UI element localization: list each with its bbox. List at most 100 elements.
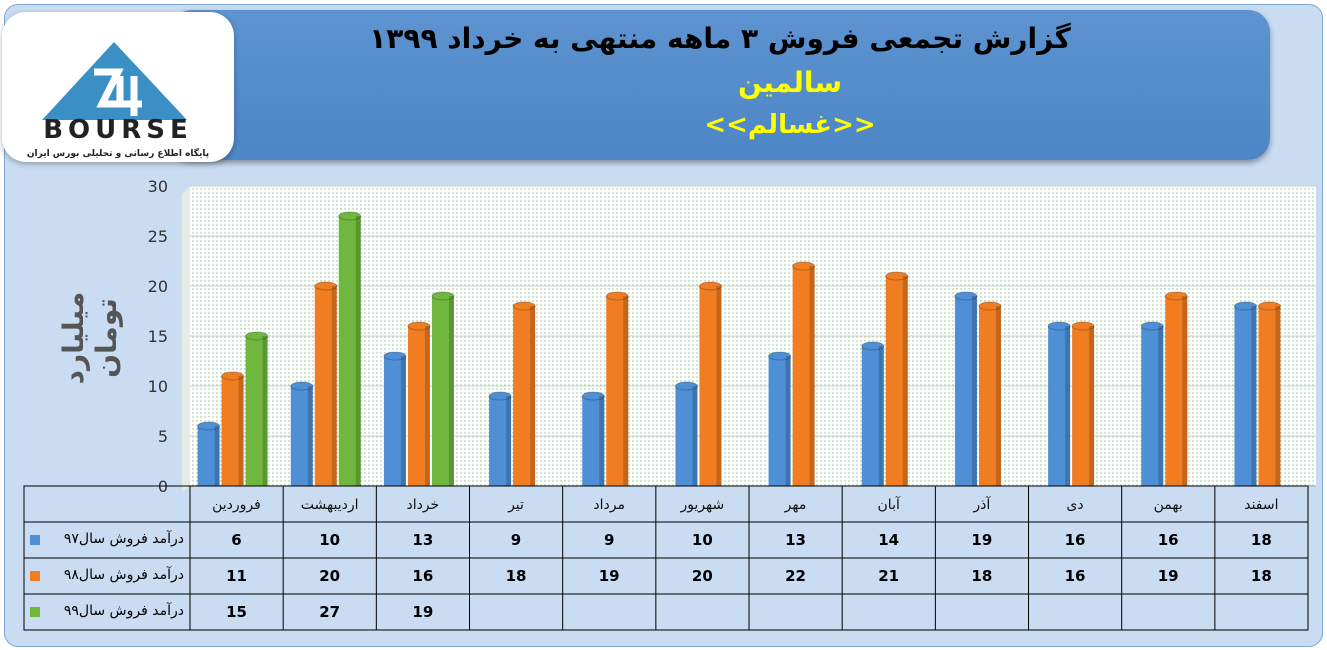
bar-cap [792, 261, 816, 271]
bar [513, 306, 536, 486]
bar-shade [214, 426, 220, 486]
bar-shade [1182, 296, 1188, 486]
title-banner [170, 10, 1270, 160]
y-tick-label: 5 [158, 427, 168, 446]
plot-side-wall [182, 186, 190, 492]
bar [675, 386, 698, 486]
data-label: 19 [412, 603, 434, 621]
bar-cap [1164, 291, 1188, 301]
bar [407, 326, 430, 486]
bar [245, 336, 268, 486]
bar [792, 266, 815, 486]
x-category-label: آذر [973, 497, 991, 513]
data-label: 9 [510, 531, 522, 549]
bar-cap [290, 381, 314, 391]
bar-cap [1140, 321, 1164, 331]
bar-shade [355, 216, 361, 486]
x-category-label: فروردین [212, 497, 261, 513]
bar [1234, 306, 1257, 486]
bar-shade [1275, 306, 1281, 486]
data-label: 13 [785, 531, 806, 549]
bar [221, 376, 244, 486]
x-category-label: خرداد [406, 497, 440, 513]
logo-wordmark: BOURSE [43, 115, 193, 145]
data-label: 19 [1157, 567, 1179, 585]
bar-shade [424, 326, 430, 486]
bar-cap [674, 381, 698, 391]
bar [768, 356, 791, 486]
legend-series-label: درآمد فروش سال۹۸ [63, 567, 184, 583]
bar-shade [692, 386, 698, 486]
data-label: 10 [319, 531, 341, 549]
bar-shade [902, 276, 908, 486]
bar-cap [221, 371, 245, 381]
bar-shade [448, 296, 454, 486]
bar-shade [1065, 326, 1071, 486]
bar-shade [785, 356, 791, 486]
data-label: 10 [691, 531, 713, 549]
y-tick-label: 20 [148, 277, 168, 296]
bar-cap [861, 341, 885, 351]
bar-shade [530, 306, 536, 486]
bar-cap [954, 291, 978, 301]
bar-cap [488, 391, 512, 401]
x-category-label: مرداد [593, 497, 625, 513]
bar [431, 296, 454, 486]
bar-shade [809, 266, 815, 486]
data-label: 20 [691, 567, 713, 585]
bar [197, 426, 220, 486]
data-label: 11 [226, 567, 247, 585]
bar-shade [331, 286, 337, 486]
bar-cap [978, 301, 1002, 311]
bar-cap [431, 291, 455, 301]
bar-cap [698, 281, 722, 291]
data-label: 21 [878, 567, 900, 585]
bar-shade [307, 386, 313, 486]
bar-shade [400, 356, 406, 486]
logo-tagline: پایگاه اطلاع رسانی و تحلیلی بورس ایران [27, 147, 209, 159]
bar-shade [599, 396, 605, 486]
y-tick-label: 15 [148, 327, 168, 346]
x-category-label: شهریور [680, 497, 725, 513]
bar [314, 286, 337, 486]
bar-cap [1233, 301, 1257, 311]
bar-shade [238, 376, 244, 486]
bar-shade [1158, 326, 1164, 486]
x-category-label: آبان [877, 497, 900, 513]
x-category-label: مهر [784, 497, 807, 513]
data-label: 18 [1250, 531, 1272, 549]
bar [606, 296, 629, 486]
data-label: 15 [226, 603, 247, 621]
bar-shade [878, 346, 884, 486]
data-label: 22 [785, 567, 806, 585]
data-label: 16 [1064, 531, 1086, 549]
bar-cap [383, 351, 407, 361]
data-label: 19 [598, 567, 620, 585]
company-name: سالمین [738, 66, 842, 99]
legend-swatch [30, 607, 40, 617]
bar [954, 296, 977, 486]
data-label: 18 [505, 567, 527, 585]
data-label: 16 [1064, 567, 1086, 585]
bar [1165, 296, 1188, 486]
data-label: 9 [603, 531, 615, 549]
data-label: 16 [1157, 531, 1179, 549]
data-label: 14 [878, 531, 900, 549]
y-tick-label: 30 [148, 177, 168, 196]
bar [861, 346, 884, 486]
x-category-label: اردیبهشت [300, 497, 359, 513]
logo-two-mark [94, 68, 126, 108]
y-axis-title: میلیارد تومان [57, 291, 123, 385]
data-label: 18 [1250, 567, 1272, 585]
bar-cap [338, 211, 362, 221]
bar-cap [768, 351, 792, 361]
data-label: 16 [412, 567, 434, 585]
legend-swatch [30, 535, 40, 545]
bar [1072, 326, 1095, 486]
bar-cap [512, 301, 536, 311]
bar-cap [1257, 301, 1281, 311]
bar [699, 286, 722, 486]
x-category-label: تیر [508, 497, 524, 513]
bar [489, 396, 512, 486]
y-tick-label: 25 [148, 227, 168, 246]
